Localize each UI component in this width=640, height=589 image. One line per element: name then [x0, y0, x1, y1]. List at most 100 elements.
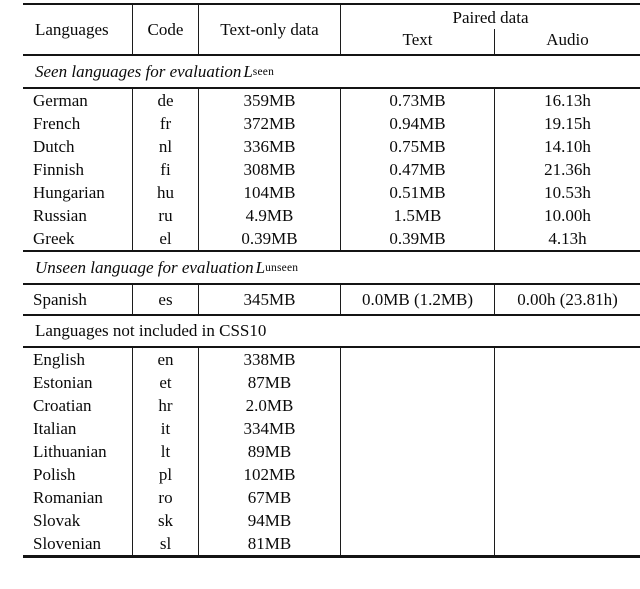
top-rule: [23, 3, 640, 5]
table-row: Lithuanian lt 89MB: [23, 440, 640, 463]
table-row: Russian ru 4.9MB 1.5MB 10.00h: [23, 204, 640, 227]
language-name-cell: Croatian: [23, 394, 133, 417]
text-only-data-cell: 2.0MB: [199, 394, 341, 417]
paired-text-cell: 0.47MB: [341, 158, 495, 181]
code-cell: ru: [133, 204, 199, 227]
paired-audio-cell: [495, 509, 640, 532]
code-cell: lt: [133, 440, 199, 463]
text-only-data-cell: 336MB: [199, 135, 341, 158]
paired-audio-cell: 0.00h (23.81h): [517, 290, 618, 309]
section-title-text: Unseen language for evaluation: [35, 257, 254, 277]
paired-text-cell: 0.73MB: [341, 89, 495, 112]
language-name-cell: Italian: [23, 417, 133, 440]
section-rule: [23, 87, 640, 89]
paired-text-cell: [341, 371, 495, 394]
paired-audio-cell: [495, 463, 640, 486]
paired-text-cell: [341, 417, 495, 440]
table-row: Spanish es 345MB 0.0MB (1.2MB) 0.00h (23.81h…: [23, 285, 640, 314]
header-bottom-rule: [23, 54, 640, 56]
table-row: Hungarian hu 104MB 0.51MB 10.53h: [23, 181, 640, 204]
paired-audio-cell: 16.13h: [544, 91, 591, 110]
math-subscript: seen: [252, 65, 275, 78]
paired-text-cell: 0.94MB: [341, 112, 495, 135]
paired-text-cell: 1.5MB: [341, 204, 495, 227]
code-cell: fr: [133, 112, 199, 135]
code-cell: hr: [133, 394, 199, 417]
text-only-data-cell: 89MB: [199, 440, 341, 463]
text-only-data-cell: 4.9MB: [199, 204, 341, 227]
paired-audio-cell: [495, 348, 640, 371]
paired-audio-cell: [495, 394, 640, 417]
header-paired-text: Text: [341, 29, 495, 54]
language-name-cell: Polish: [23, 463, 133, 486]
bottom-rule: [23, 555, 640, 558]
paired-text-cell: 0.51MB: [341, 181, 495, 204]
not-included-languages-rows: English en 338MB Estonian et 87MB Croatian hr 2.…: [23, 348, 640, 555]
paired-audio-cell: 10.00h: [544, 206, 591, 225]
paired-text-cell: [341, 463, 495, 486]
paired-audio-cell: [495, 440, 640, 463]
language-name-cell: Finnish: [23, 158, 133, 181]
language-name-cell: English: [23, 348, 133, 371]
paired-text-cell: 0.39MB: [341, 227, 495, 250]
text-only-data-cell: 67MB: [199, 486, 341, 509]
text-only-data-cell: 359MB: [199, 89, 341, 112]
paired-text-cell: 0.0MB (1.2MB): [341, 285, 495, 314]
language-data-table: Languages Code Text-only data Paired dat…: [23, 3, 640, 558]
section-title-not-included: Languages not included in CSS10: [23, 316, 640, 346]
math-symbol-L: L: [255, 257, 266, 277]
header-languages: Languages: [23, 5, 133, 54]
table-row: Dutch nl 336MB 0.75MB 14.10h: [23, 135, 640, 158]
paired-audio-cell: 14.10h: [544, 137, 591, 156]
table-header-row: Languages Code Text-only data Paired dat…: [23, 5, 640, 54]
table-row: Finnish fi 308MB 0.47MB 21.36h: [23, 158, 640, 181]
code-cell: de: [133, 89, 199, 112]
paired-text-cell: [341, 440, 495, 463]
language-name-cell: Hungarian: [23, 181, 133, 204]
math-subscript: unseen: [265, 261, 299, 274]
language-name-cell: French: [23, 112, 133, 135]
table-row: Slovenian sl 81MB: [23, 532, 640, 555]
text-only-data-cell: 94MB: [199, 509, 341, 532]
section-rule: [23, 283, 640, 285]
header-paired-audio: Audio: [546, 30, 589, 49]
paired-audio-cell: [495, 532, 640, 555]
paired-text-cell: [341, 509, 495, 532]
text-only-data-cell: 81MB: [199, 532, 341, 555]
header-code: Code: [133, 5, 199, 54]
paired-audio-cell: [495, 371, 640, 394]
code-cell: hu: [133, 181, 199, 204]
language-name-cell: Dutch: [23, 135, 133, 158]
table-row: Polish pl 102MB: [23, 463, 640, 486]
table-row: Romanian ro 67MB: [23, 486, 640, 509]
section-rule: [23, 346, 640, 348]
language-name-cell: Estonian: [23, 371, 133, 394]
seen-languages-rows: German de 359MB 0.73MB 16.13h French fr 372MB 0.…: [23, 89, 640, 250]
header-paired-data: Paired data: [452, 8, 529, 27]
language-name-cell: German: [23, 89, 133, 112]
section-title-seen: Seen languages for evaluation L seen: [23, 56, 640, 87]
section-title-text: Seen languages for evaluation: [35, 61, 242, 81]
table-row: Estonian et 87MB: [23, 371, 640, 394]
paired-audio-cell: [495, 417, 640, 440]
paired-text-cell: [341, 394, 495, 417]
paired-text-cell: [341, 348, 495, 371]
code-cell: fi: [133, 158, 199, 181]
language-name-cell: Slovenian: [23, 532, 133, 555]
code-cell: en: [133, 348, 199, 371]
unseen-language-rows: Spanish es 345MB 0.0MB (1.2MB) 0.00h (23.81h…: [23, 285, 640, 314]
code-cell: it: [133, 417, 199, 440]
table-row: Greek el 0.39MB 0.39MB 4.13h: [23, 227, 640, 250]
section-rule: [23, 314, 640, 316]
table-row: German de 359MB 0.73MB 16.13h: [23, 89, 640, 112]
header-paired-subrow: Text Audio: [341, 29, 640, 54]
paired-text-cell: 0.75MB: [341, 135, 495, 158]
language-name-cell: Russian: [23, 204, 133, 227]
code-cell: es: [133, 285, 199, 314]
text-only-data-cell: 372MB: [199, 112, 341, 135]
section-title-unseen: Unseen language for evaluation L unseen: [23, 252, 640, 283]
code-cell: et: [133, 371, 199, 394]
code-cell: sk: [133, 509, 199, 532]
text-only-data-cell: 102MB: [199, 463, 341, 486]
